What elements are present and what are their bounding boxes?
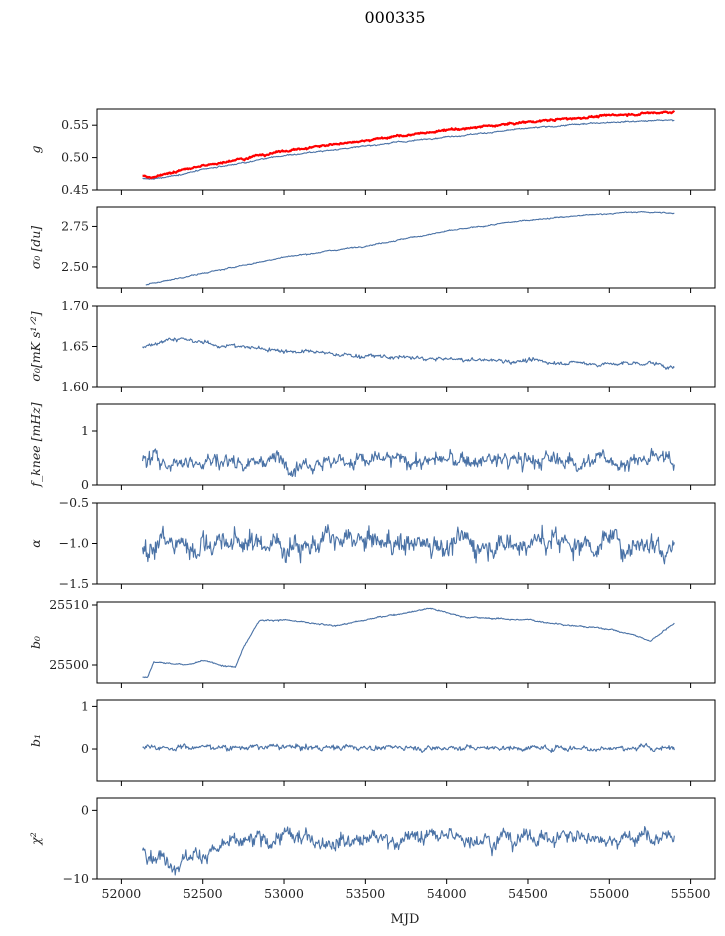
y-tick-label-alpha-1: −1.0 (59, 536, 89, 551)
y-tick-label-b0-1: 25510 (49, 597, 89, 612)
x-tick-label-2: 53000 (264, 886, 304, 901)
x-axis-label: MJD (391, 912, 420, 927)
x-tick-label-6: 55000 (589, 886, 629, 901)
panel-fknee: 0 1 f_knee [mHz] (28, 402, 716, 492)
axes-frame-b0 (96, 601, 716, 684)
panel-sigma0_du: 2.50 2.75 σ₀ [du] (28, 206, 716, 293)
y-axis-label-sigma0_du: σ₀ [du] (28, 226, 43, 269)
panel-g: 0.45 0.50 0.55 g (28, 108, 716, 197)
panel-b0: 25500 25510 b₀ (28, 597, 716, 688)
y-axis-label-b1: b₁ (28, 734, 43, 747)
y-tick-label-b1-0: 0 (81, 741, 89, 756)
y-axis-label-chi2: χ² (28, 832, 43, 846)
y-tick-label-sigma0_mk-0: 1.60 (61, 379, 89, 394)
figure-title: 000335 (364, 8, 425, 27)
series-line-fknee-0 (141, 447, 675, 478)
y-tick-label-sigma0_mk-1: 1.65 (61, 339, 89, 354)
series-line-g-1 (142, 110, 676, 180)
y-axis-label-fknee: f_knee [mHz] (28, 402, 43, 487)
y-tick-label-sigma0_du-1: 2.75 (61, 218, 89, 233)
series-line-sigma0_mk-0 (142, 337, 675, 370)
y-tick-label-g-0: 0.45 (61, 182, 89, 197)
panels-group: 0.45 0.50 0.55 g 2.50 2.75 σ₀ [du] 1.60 1.65 1.70… (28, 108, 716, 901)
series-line-b1-0 (142, 742, 675, 753)
y-tick-label-chi2-1: 0 (81, 802, 89, 817)
x-tick-label-3: 53500 (345, 886, 385, 901)
y-tick-label-alpha-2: −0.5 (59, 495, 89, 510)
series-line-alpha-0 (141, 524, 675, 565)
panel-alpha: −1.5 −1.0 −0.5 α (28, 495, 716, 591)
axes-frame-sigma0_du (96, 206, 716, 289)
x-tick-label-1: 52500 (183, 886, 223, 901)
x-tick-label-5: 54500 (508, 886, 548, 901)
y-tick-label-b1-1: 1 (81, 698, 89, 713)
series-line-b0-0 (142, 607, 675, 679)
x-tick-label-7: 55500 (671, 886, 711, 901)
y-tick-label-fknee-0: 0 (81, 477, 89, 492)
series-line-g-0 (142, 119, 675, 180)
x-tick-label-4: 54000 (427, 886, 467, 901)
x-tick-label-0: 52000 (102, 886, 142, 901)
axes-frame-g (96, 108, 716, 191)
y-tick-label-fknee-1: 1 (81, 423, 89, 438)
series-line-sigma0_du-0 (145, 210, 675, 286)
y-axis-label-g: g (28, 145, 43, 153)
y-tick-label-alpha-0: −1.5 (59, 576, 89, 591)
axes-frame-sigma0_mk (96, 305, 716, 388)
y-axis-label-b0: b₀ (28, 636, 43, 649)
panel-chi2: −10 0 χ² (28, 797, 716, 886)
series-line-chi2-0 (142, 826, 675, 876)
y-tick-label-b0-0: 25500 (49, 657, 89, 672)
axes-frame-fknee (96, 403, 716, 486)
y-tick-label-sigma0_du-0: 2.50 (61, 259, 89, 274)
panel-b1: 0 1 b₁ (28, 698, 716, 786)
y-tick-label-sigma0_mk-2: 1.70 (61, 298, 89, 313)
y-axis-label-alpha: α (28, 539, 43, 548)
panel-sigma0_mk: 1.60 1.65 1.70 σ₀[mK s¹ᐟ²] (28, 298, 716, 394)
y-axis-label-sigma0_mk: σ₀[mK s¹ᐟ²] (28, 311, 43, 381)
y-tick-label-g-2: 0.55 (61, 117, 89, 132)
axes-frame-b1 (96, 699, 716, 782)
y-tick-label-chi2-0: −10 (63, 871, 89, 886)
axes-frame-chi2 (96, 797, 716, 880)
y-tick-label-g-1: 0.50 (61, 150, 89, 165)
